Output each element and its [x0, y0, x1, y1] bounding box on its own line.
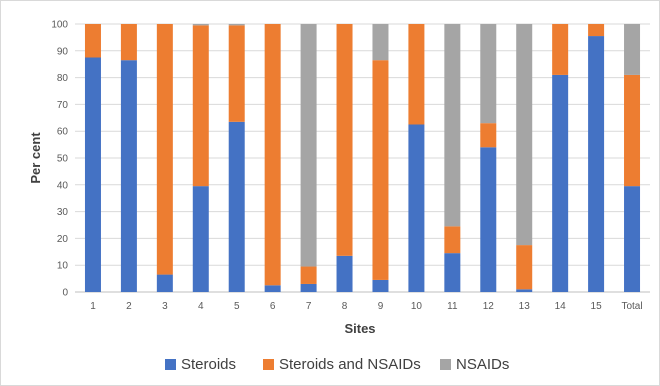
legend-swatch [263, 359, 274, 370]
bar-segment [372, 60, 389, 280]
x-tick-label: 9 [378, 301, 384, 312]
bar-segment [336, 24, 353, 256]
x-axis-title: Sites [344, 321, 375, 336]
bar-segment [264, 285, 281, 292]
y-tick-label: 70 [57, 100, 69, 111]
bar-segment [156, 274, 173, 292]
legend-swatch [165, 359, 176, 370]
y-tick-label: 20 [57, 234, 69, 245]
bar-segment [624, 74, 641, 187]
y-tick-label: 60 [57, 127, 69, 138]
bar-segment [156, 24, 173, 275]
bars [84, 24, 641, 293]
bar-segment [444, 253, 461, 292]
x-tick-label: 12 [483, 301, 495, 312]
legend-label: NSAIDs [456, 356, 509, 373]
bar-segment [408, 124, 425, 292]
bar-segment [372, 279, 389, 292]
legend-label: Steroids [181, 356, 236, 373]
y-axis-ticks: 0 10 20 30 40 50 60 70 80 90 100 [51, 20, 68, 299]
x-tick-label: 13 [519, 301, 531, 312]
y-tick-label: 100 [51, 20, 68, 31]
y-tick-label: 10 [57, 261, 69, 272]
bar-segment [552, 74, 569, 292]
legend: Steroids Steroids and NSAIDs NSAIDs [165, 356, 509, 373]
bar-segment [372, 24, 389, 61]
x-tick-label: 2 [126, 301, 132, 312]
bar-segment [228, 24, 245, 26]
bar-segment [300, 266, 317, 284]
x-tick-label: 11 [447, 301, 458, 312]
bar-segment [264, 24, 281, 286]
bar-segment [120, 24, 137, 61]
x-tick-label: 5 [234, 301, 240, 312]
bar-segment [552, 24, 569, 75]
bar-segment [192, 186, 209, 292]
bar-segment [516, 289, 533, 292]
y-tick-label: 80 [57, 73, 69, 84]
x-tick-label: 10 [411, 301, 423, 312]
bar-segment [192, 25, 209, 187]
bar-segment [120, 60, 137, 293]
bar-segment [408, 24, 425, 125]
bar-segment [516, 24, 533, 246]
y-tick-label: 30 [57, 207, 69, 218]
x-tick-label: 15 [591, 301, 603, 312]
bar-segment [192, 24, 209, 26]
x-tick-label: 7 [306, 301, 312, 312]
bar-segment [480, 123, 497, 148]
legend-label: Steroids and NSAIDs [279, 356, 421, 373]
bar-segment [300, 283, 317, 292]
x-tick-label: 3 [162, 301, 168, 312]
x-tick-label: Total [621, 301, 642, 312]
legend-swatch [440, 359, 451, 370]
bar-segment [480, 147, 497, 292]
bar-segment [480, 24, 497, 124]
bar-segment [516, 245, 533, 290]
bar-segment [444, 226, 461, 254]
bar-segment [300, 24, 317, 267]
bar-segment [84, 57, 101, 292]
bar-segment [84, 24, 101, 58]
x-tick-label: 6 [270, 301, 276, 312]
bar-segment [624, 24, 641, 75]
bar-segment [336, 255, 353, 292]
bar-segment [588, 24, 605, 37]
x-axis-ticks: 1 2 3 4 5 6 7 8 9 10 11 12 13 14 15 Total [90, 301, 642, 312]
y-tick-label: 0 [62, 288, 68, 299]
bar-segment [228, 25, 245, 122]
bar-segment [228, 121, 245, 292]
bar-segment [444, 24, 461, 227]
y-tick-label: 50 [57, 154, 69, 165]
x-tick-label: 14 [555, 301, 567, 312]
x-tick-label: 4 [198, 301, 204, 312]
bar-segment [588, 36, 605, 293]
y-tick-label: 40 [57, 180, 69, 191]
y-axis-title: Per cent [28, 132, 43, 184]
x-tick-label: 1 [90, 301, 96, 312]
y-tick-label: 90 [57, 46, 69, 57]
x-tick-label: 8 [342, 301, 348, 312]
bar-segment [624, 186, 641, 292]
